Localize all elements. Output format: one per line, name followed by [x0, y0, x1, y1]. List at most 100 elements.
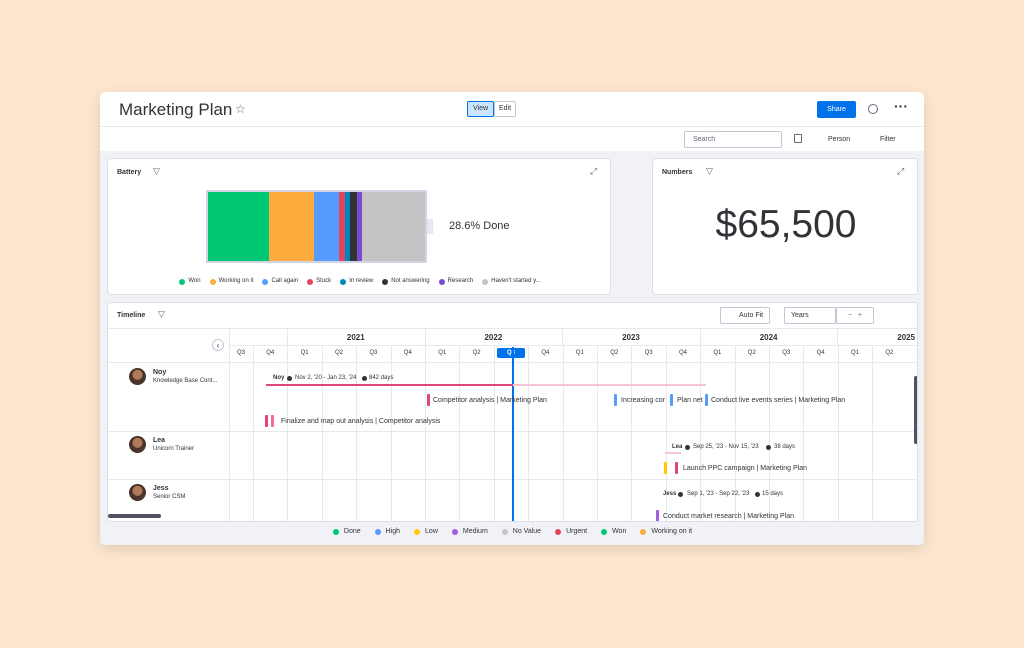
quarter-label: Q4: [266, 350, 275, 356]
person-name: Jess: [153, 485, 169, 492]
grid-line: [253, 345, 254, 521]
year-line: [287, 328, 288, 345]
grid-line: [631, 345, 633, 521]
legend-dot: [382, 278, 389, 285]
widget-title: Numbers: [662, 169, 693, 176]
dot: [287, 376, 292, 381]
legend-dot: [340, 278, 347, 285]
battery-segment: [357, 192, 363, 261]
zoom-controls[interactable]: − +: [836, 307, 874, 324]
summary-bar: [513, 384, 706, 386]
edit-button[interactable]: Edit: [494, 101, 516, 117]
battery-segment: [269, 192, 314, 261]
quarter-label: Q3: [782, 350, 791, 356]
summary-days: 38 days: [774, 444, 796, 450]
legend-dot: [555, 528, 562, 535]
battery-segment: [208, 192, 270, 261]
quarter-label: Q2: [747, 350, 756, 356]
legend-dot: [640, 528, 647, 535]
filter-icon[interactable]: ▽: [706, 166, 713, 176]
dot: [755, 492, 760, 497]
year-label: 2025: [897, 333, 916, 342]
year-line: [424, 328, 426, 345]
quarter-label: Q4: [403, 350, 412, 356]
legend-dot: [601, 528, 608, 535]
quarter-label: Q1: [850, 350, 859, 356]
filter-icon[interactable]: ▽: [153, 166, 160, 176]
divider: [108, 328, 917, 329]
updates-icon[interactable]: [868, 104, 878, 114]
summary-dates: Sep 1, '23 - Sep 22, '23: [687, 491, 750, 497]
grid-line: [459, 345, 461, 521]
battery-legend: Won Working on it Call again Stuck In review…: [108, 277, 612, 286]
grid-line: [321, 345, 323, 521]
auto-fit-button[interactable]: Auto Fit: [720, 307, 770, 324]
legend-label: Haven't started y...: [491, 278, 541, 284]
legend-item: Not answering: [382, 277, 430, 286]
task-label: Competitor analysis | Marketing Plan: [433, 397, 547, 404]
timeline-card: Timeline ▽ Auto Fit Years − + ‹ 2021 2022…: [107, 302, 918, 522]
save-icon[interactable]: [794, 134, 802, 143]
year-label: 2022: [484, 333, 503, 342]
battery-bar: [206, 190, 427, 263]
today-line: [512, 347, 514, 521]
dot: [766, 445, 771, 450]
share-button[interactable]: Share: [817, 101, 856, 118]
legend-dot: [438, 278, 445, 285]
legend-item: Done: [332, 527, 361, 536]
divider: [100, 126, 924, 127]
year-label: 2021: [346, 333, 365, 342]
more-menu[interactable]: ···: [894, 98, 908, 114]
filter-icon[interactable]: ▽: [158, 309, 165, 319]
quarter-label: Q2: [334, 350, 343, 356]
year-label: 2023: [622, 333, 640, 342]
quarter-label: Q4: [541, 350, 550, 356]
battery-done: 28.6% Done: [449, 220, 510, 232]
search-box[interactable]: Search: [684, 131, 782, 148]
battery-segment: [338, 192, 345, 261]
horizontal-scrollbar[interactable]: [108, 514, 161, 518]
legend-dot: [262, 278, 269, 285]
legend-item: Urgent: [555, 527, 587, 536]
legend-dot: [209, 278, 216, 285]
legend-item: In review: [340, 277, 373, 286]
person-role: Unicorn Trainer: [153, 446, 195, 452]
dot: [685, 445, 690, 450]
summary-name: Lea: [672, 444, 683, 450]
task-marker: [271, 415, 274, 427]
collapse-button[interactable]: ‹: [212, 339, 224, 351]
legend-label: Won: [612, 528, 627, 535]
legend-label: Call again: [271, 278, 299, 284]
summary-name: Jess: [663, 491, 677, 497]
legend-dot: [179, 278, 186, 285]
expand-icon[interactable]: ⤢: [590, 166, 598, 176]
grid-line: [390, 345, 392, 521]
task-marker: [656, 510, 659, 521]
numbers-card: Numbers ▽ ⤢ $65,500: [652, 158, 918, 295]
legend-item: Haven't started y...: [482, 277, 541, 286]
legend-item: High: [374, 527, 401, 536]
legend-dot: [501, 528, 508, 535]
star-icon[interactable]: ☆: [235, 102, 246, 116]
task-marker: [265, 415, 268, 427]
grid-line: [769, 345, 770, 521]
expand-icon[interactable]: ⤢: [897, 166, 905, 176]
scale-select[interactable]: Years: [784, 307, 836, 324]
filter-button[interactable]: Filter: [880, 136, 896, 143]
legend-label: Medium: [462, 528, 488, 535]
summary-name: Noy: [273, 375, 285, 381]
view-button[interactable]: View: [467, 101, 494, 117]
person-filter[interactable]: Person: [828, 136, 851, 143]
legend-label: Research: [447, 278, 474, 284]
task-label: Increasing cor: [621, 397, 665, 404]
quarter-label: Q1: [713, 350, 722, 356]
dot: [362, 376, 367, 381]
grid-line: [665, 345, 667, 521]
legend-dot: [451, 528, 458, 535]
legend-dot: [414, 528, 421, 535]
grid-line: [872, 345, 874, 521]
legend-item: Stuck: [307, 277, 331, 286]
vertical-scrollbar[interactable]: [914, 376, 917, 444]
legend-label: No Value: [512, 528, 542, 535]
legend-label: High: [385, 528, 401, 535]
